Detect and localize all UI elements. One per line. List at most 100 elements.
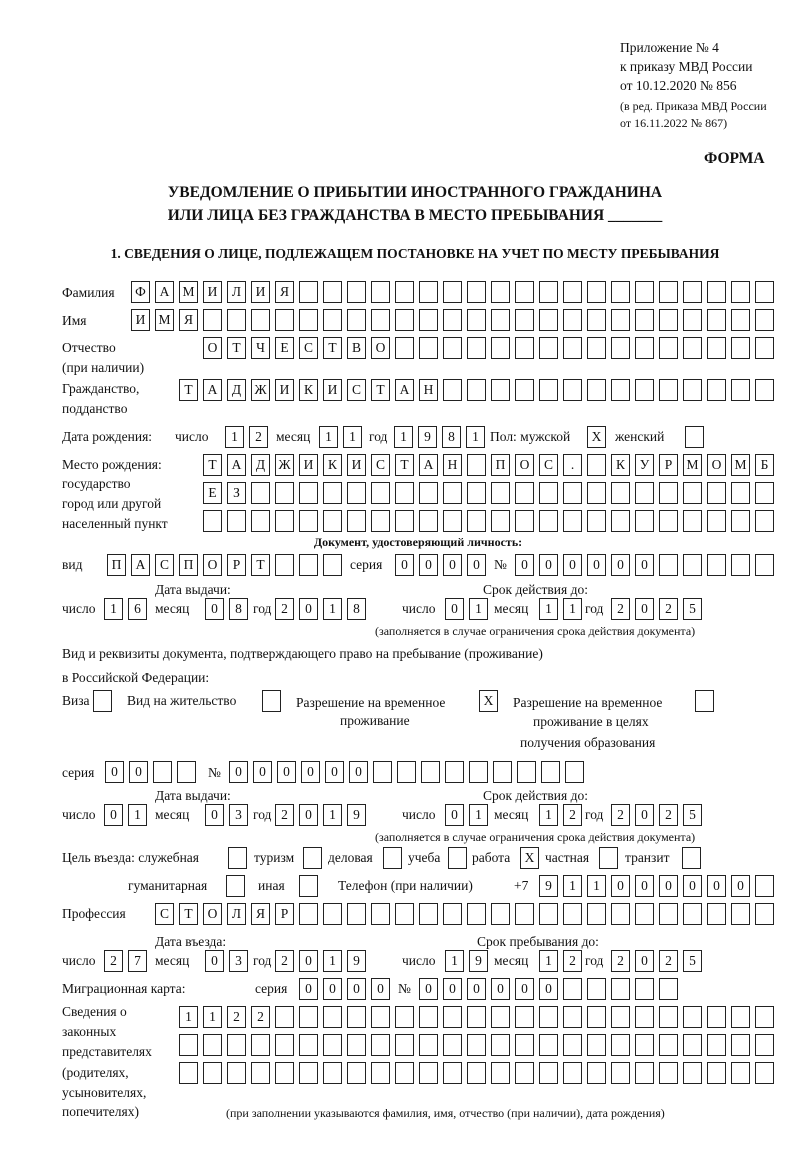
char-box[interactable]: Н bbox=[419, 379, 438, 401]
char-box[interactable] bbox=[635, 281, 654, 303]
char-box[interactable] bbox=[659, 1062, 678, 1084]
char-box[interactable] bbox=[539, 309, 558, 331]
char-box[interactable]: 2 bbox=[104, 950, 123, 972]
char-box[interactable] bbox=[587, 309, 606, 331]
char-box[interactable] bbox=[683, 1062, 702, 1084]
char-box[interactable] bbox=[659, 1006, 678, 1028]
char-box[interactable]: 0 bbox=[205, 598, 224, 620]
char-box[interactable]: 2 bbox=[275, 950, 294, 972]
char-box[interactable]: 7 bbox=[128, 950, 147, 972]
char-box[interactable]: 0 bbox=[323, 978, 342, 1000]
char-box[interactable] bbox=[491, 337, 510, 359]
char-box[interactable]: . bbox=[563, 454, 582, 476]
char-box[interactable] bbox=[419, 1062, 438, 1084]
char-box[interactable] bbox=[707, 379, 726, 401]
char-box[interactable] bbox=[491, 281, 510, 303]
char-box[interactable] bbox=[683, 554, 702, 576]
char-box[interactable]: 0 bbox=[539, 978, 558, 1000]
char-box[interactable] bbox=[587, 482, 606, 504]
char-box[interactable] bbox=[275, 510, 294, 532]
char-box[interactable] bbox=[227, 510, 246, 532]
char-box[interactable] bbox=[395, 281, 414, 303]
char-box[interactable]: 0 bbox=[229, 761, 248, 783]
char-box[interactable]: О bbox=[515, 454, 534, 476]
checkbox[interactable] bbox=[685, 426, 704, 448]
checkbox[interactable] bbox=[226, 875, 245, 897]
char-box[interactable] bbox=[587, 454, 606, 476]
char-box[interactable] bbox=[659, 482, 678, 504]
char-box[interactable]: 9 bbox=[347, 804, 366, 826]
char-box[interactable]: Н bbox=[443, 454, 462, 476]
char-box[interactable] bbox=[347, 510, 366, 532]
char-box[interactable] bbox=[419, 281, 438, 303]
char-box[interactable]: А bbox=[395, 379, 414, 401]
checkbox[interactable]: X bbox=[587, 426, 606, 448]
char-box[interactable] bbox=[659, 903, 678, 925]
char-box[interactable] bbox=[467, 309, 486, 331]
char-box[interactable]: 0 bbox=[347, 978, 366, 1000]
char-box[interactable] bbox=[659, 1034, 678, 1056]
char-box[interactable]: С bbox=[299, 337, 318, 359]
char-box[interactable] bbox=[419, 337, 438, 359]
char-box[interactable]: Р bbox=[659, 454, 678, 476]
char-box[interactable] bbox=[491, 510, 510, 532]
char-box[interactable]: И bbox=[131, 309, 150, 331]
checkbox[interactable] bbox=[695, 690, 714, 712]
char-box[interactable]: Я bbox=[275, 281, 294, 303]
char-box[interactable]: 1 bbox=[128, 804, 147, 826]
char-box[interactable] bbox=[587, 1062, 606, 1084]
char-box[interactable]: 0 bbox=[349, 761, 368, 783]
char-box[interactable]: 0 bbox=[635, 950, 654, 972]
char-box[interactable] bbox=[299, 1006, 318, 1028]
char-box[interactable] bbox=[707, 510, 726, 532]
char-box[interactable] bbox=[275, 309, 294, 331]
char-box[interactable]: Ф bbox=[131, 281, 150, 303]
char-box[interactable] bbox=[251, 510, 270, 532]
char-box[interactable]: Т bbox=[203, 454, 222, 476]
char-box[interactable] bbox=[347, 309, 366, 331]
char-box[interactable]: 5 bbox=[683, 804, 702, 826]
char-box[interactable] bbox=[611, 482, 630, 504]
char-box[interactable] bbox=[491, 1006, 510, 1028]
char-box[interactable] bbox=[611, 903, 630, 925]
char-box[interactable] bbox=[347, 1006, 366, 1028]
char-box[interactable]: 1 bbox=[469, 804, 488, 826]
char-box[interactable] bbox=[467, 379, 486, 401]
char-box[interactable]: М bbox=[179, 281, 198, 303]
char-box[interactable]: 0 bbox=[299, 950, 318, 972]
checkbox[interactable] bbox=[228, 847, 247, 869]
char-box[interactable] bbox=[467, 1006, 486, 1028]
char-box[interactable]: 0 bbox=[467, 554, 486, 576]
char-box[interactable]: Т bbox=[179, 379, 198, 401]
char-box[interactable]: 2 bbox=[275, 804, 294, 826]
char-box[interactable] bbox=[731, 510, 750, 532]
char-box[interactable]: 0 bbox=[491, 978, 510, 1000]
char-box[interactable] bbox=[659, 554, 678, 576]
char-box[interactable]: И bbox=[275, 379, 294, 401]
char-box[interactable] bbox=[371, 510, 390, 532]
char-box[interactable] bbox=[707, 1034, 726, 1056]
char-box[interactable] bbox=[755, 309, 774, 331]
char-box[interactable]: 5 bbox=[683, 950, 702, 972]
char-box[interactable] bbox=[467, 1034, 486, 1056]
char-box[interactable] bbox=[565, 761, 584, 783]
char-box[interactable]: 0 bbox=[301, 761, 320, 783]
char-box[interactable] bbox=[635, 978, 654, 1000]
char-box[interactable] bbox=[563, 309, 582, 331]
char-box[interactable] bbox=[659, 379, 678, 401]
char-box[interactable] bbox=[323, 309, 342, 331]
char-box[interactable]: 0 bbox=[731, 875, 750, 897]
char-box[interactable]: 8 bbox=[347, 598, 366, 620]
char-box[interactable]: И bbox=[323, 379, 342, 401]
char-box[interactable]: 8 bbox=[442, 426, 461, 448]
char-box[interactable]: О bbox=[203, 554, 222, 576]
char-box[interactable]: 0 bbox=[205, 804, 224, 826]
char-box[interactable] bbox=[563, 1006, 582, 1028]
char-box[interactable] bbox=[563, 482, 582, 504]
char-box[interactable]: К bbox=[299, 379, 318, 401]
char-box[interactable]: И bbox=[251, 281, 270, 303]
char-box[interactable] bbox=[635, 903, 654, 925]
char-box[interactable]: 3 bbox=[229, 804, 248, 826]
char-box[interactable]: 0 bbox=[443, 978, 462, 1000]
char-box[interactable] bbox=[683, 1006, 702, 1028]
